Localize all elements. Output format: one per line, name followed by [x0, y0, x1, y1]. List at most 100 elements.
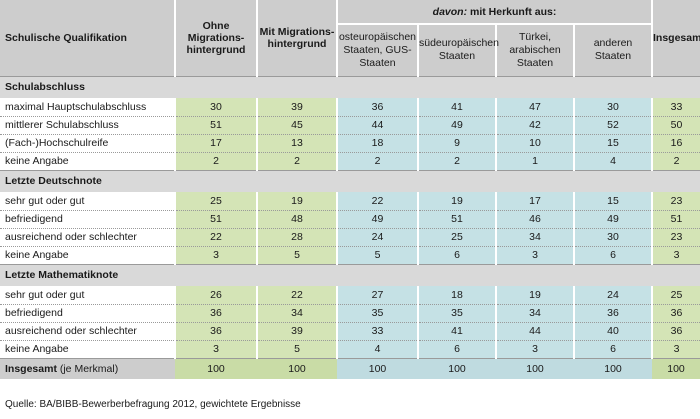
table-cell: 44 [336, 116, 418, 135]
table-cell: 41 [417, 322, 496, 341]
table-cell: 49 [336, 210, 418, 229]
table-cell: 51 [174, 210, 257, 229]
table-row: keine Angabe 2 2 2 2 1 4 2 [0, 152, 700, 170]
section-row: Letzte Deutschnote [0, 169, 700, 192]
table-row: keine Angabe 3 5 4 6 3 6 3 [0, 340, 700, 358]
table-header: Schulische Qualifikation Ohne Migrations… [0, 0, 700, 76]
table-cell: 25 [417, 228, 496, 247]
total-cell: 100 [175, 357, 257, 379]
table-cell: 15 [573, 192, 652, 211]
table-cell: 33 [651, 98, 700, 117]
table-cell: 1 [495, 152, 574, 170]
table-cell: 2 [336, 152, 418, 170]
section-title: Letzte Deutschnote [0, 169, 700, 192]
table-cell: 23 [651, 192, 700, 211]
table-body: Schulabschluss maximal Hauptschulabschlus… [0, 75, 700, 379]
table-cell: 36 [174, 304, 257, 323]
table-cell: 50 [651, 116, 700, 135]
table-cell: 22 [336, 192, 418, 211]
table-cell: 36 [336, 98, 418, 117]
table-cell: 4 [573, 152, 652, 170]
table-cell: 25 [174, 192, 257, 211]
source-note: Quelle: BA/BIBB-Bewerberbefragung 2012, … [5, 399, 301, 410]
total-cell: 100 [652, 357, 700, 379]
table-cell: 6 [573, 246, 652, 264]
table-cell: 19 [495, 286, 574, 305]
row-label: sehr gut oder gut [0, 286, 175, 305]
table-row: mittlerer Schulabschluss 51 45 44 49 42 52 50 [0, 116, 700, 135]
table-cell: 10 [495, 134, 574, 153]
table-cell: 25 [651, 286, 700, 305]
table-cell: 30 [573, 228, 652, 247]
table-cell: 15 [573, 134, 652, 153]
total-cell: 100 [337, 357, 418, 379]
total-label: Insgesamt (je Merkmal) [0, 357, 175, 379]
section-row: Schulabschluss [0, 75, 700, 98]
table-cell: 22 [174, 228, 257, 247]
header-ohne: Ohne Migrations-hintergrund [174, 0, 257, 76]
table-cell: 39 [256, 98, 337, 117]
table-cell: 36 [573, 304, 652, 323]
table-cell: 4 [336, 340, 418, 358]
table-cell: 18 [417, 286, 496, 305]
table-row: ausreichend oder schlechter 36 39 33 41 44 40 3… [0, 322, 700, 341]
table-cell: 49 [573, 210, 652, 229]
header-davon-prefix: davon: [432, 5, 468, 18]
row-label: maximal Hauptschulabschluss [0, 98, 175, 117]
header-sub-suedeuropa: südeuropäischen Staaten [417, 24, 499, 76]
table-cell: 41 [417, 98, 496, 117]
table-cell: 26 [174, 286, 257, 305]
table-cell: 19 [256, 192, 337, 211]
header-sub-andere: anderen Staaten [573, 24, 652, 76]
table-row: sehr gut oder gut 25 19 22 19 17 15 23 [0, 192, 700, 211]
table-cell: 44 [495, 322, 574, 341]
total-cell: 100 [574, 357, 652, 379]
table-cell: 3 [174, 340, 257, 358]
total-label-rest: (je Merkmal) [56, 362, 119, 375]
row-label: befriedigend [0, 210, 175, 229]
table-cell: 30 [573, 98, 652, 117]
table-cell: 2 [256, 152, 337, 170]
row-label: keine Angabe [0, 340, 175, 358]
table-cell: 3 [651, 340, 700, 358]
row-label: sehr gut oder gut [0, 192, 175, 211]
row-label: befriedigend [0, 304, 175, 323]
table-cell: 3 [495, 246, 574, 264]
total-row: Insgesamt (je Merkmal) 100 100 100 100 100 100… [0, 357, 700, 379]
table-cell: 18 [336, 134, 418, 153]
row-label: keine Angabe [0, 152, 175, 170]
table-cell: 2 [417, 152, 496, 170]
table-cell: 5 [256, 246, 337, 264]
table-cell: 34 [256, 304, 337, 323]
table-row: befriedigend 51 48 49 51 46 49 51 [0, 210, 700, 229]
total-cell: 100 [418, 357, 496, 379]
row-label: ausreichend oder schlechter [0, 322, 175, 341]
table-cell: 27 [336, 286, 418, 305]
table-row: (Fach-)Hochschulreife 17 13 18 9 10 15 16 [0, 134, 700, 153]
table-cell: 49 [417, 116, 496, 135]
table-row: sehr gut oder gut 26 22 27 18 19 24 25 [0, 286, 700, 305]
row-label: (Fach-)Hochschulreife [0, 134, 175, 153]
qualification-table: Schulische Qualifikation Ohne Migrations… [0, 0, 700, 379]
header-qualification: Schulische Qualifikation [0, 0, 175, 76]
table-cell: 45 [256, 116, 337, 135]
table-cell: 36 [174, 322, 257, 341]
table-cell: 22 [256, 286, 337, 305]
table-cell: 6 [573, 340, 652, 358]
table-cell: 6 [417, 246, 496, 264]
table-cell: 30 [174, 98, 257, 117]
table-row: ausreichend oder schlechter 22 28 24 25 34 30 2… [0, 228, 700, 247]
section-title: Schulabschluss [0, 75, 700, 98]
table-cell: 13 [256, 134, 337, 153]
row-label: ausreichend oder schlechter [0, 228, 175, 247]
table-cell: 51 [651, 210, 700, 229]
table-cell: 5 [256, 340, 337, 358]
row-label: mittlerer Schulabschluss [0, 116, 175, 135]
header-davon-rest: mit Herkunft aus: [467, 5, 557, 18]
table-cell: 42 [495, 116, 574, 135]
table-cell: 24 [573, 286, 652, 305]
table-cell: 33 [336, 322, 418, 341]
table-cell: 3 [651, 246, 700, 264]
header-davon: davon: mit Herkunft aus: [336, 0, 652, 25]
